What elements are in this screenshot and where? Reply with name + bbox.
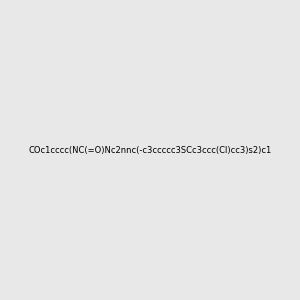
Text: COc1cccc(NC(=O)Nc2nnc(-c3ccccc3SCc3ccc(Cl)cc3)s2)c1: COc1cccc(NC(=O)Nc2nnc(-c3ccccc3SCc3ccc(C… <box>28 146 272 154</box>
